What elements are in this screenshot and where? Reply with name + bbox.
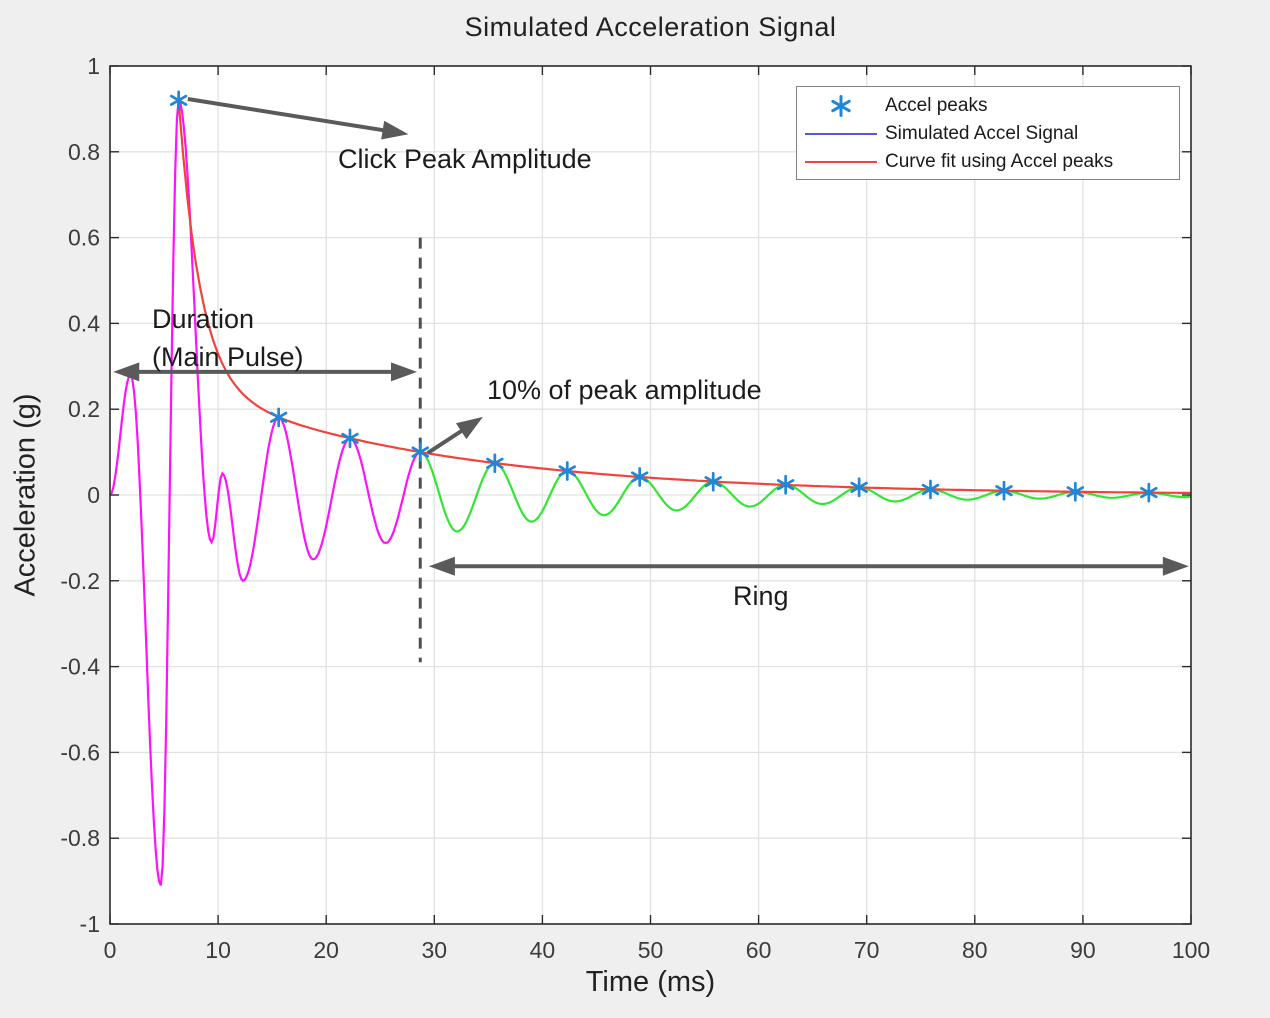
x-tick-label: 30 <box>422 937 448 963</box>
accel-peaks-marker-icon <box>797 93 885 119</box>
duration-arrow-head <box>391 362 418 382</box>
click-peak-arrow <box>187 97 389 134</box>
signal-path-main-pulse <box>109 96 421 886</box>
y-tick-label: 0 <box>87 482 100 508</box>
peak-marker <box>341 432 359 444</box>
x-tick-label: 80 <box>962 937 988 963</box>
legend-label: Accel peaks <box>885 95 988 116</box>
x-tick-label: 10 <box>205 937 231 963</box>
x-tick-label: 50 <box>638 937 664 963</box>
ring-arrow-head <box>428 556 455 576</box>
peak-marker <box>486 457 504 469</box>
legend-label: Simulated Accel Signal <box>885 123 1079 144</box>
axes-box <box>109 65 1192 925</box>
y-tick-label: -0.6 <box>60 739 100 765</box>
y-tick-label: -0.8 <box>60 825 100 851</box>
ten-percent-arrow-head <box>455 416 483 440</box>
y-tick-label: -0.2 <box>60 568 100 594</box>
signal-path-ring <box>419 451 1191 533</box>
legend-label: Curve fit using Accel peaks <box>885 151 1114 172</box>
simulated-signal-line-swatch <box>805 132 877 136</box>
annotation-ten-percent: 10% of peak amplitude <box>487 375 762 405</box>
x-tick-label: 70 <box>854 937 880 963</box>
peak-marker <box>850 481 868 493</box>
peak-marker <box>169 94 188 106</box>
y-tick-label: 0.4 <box>68 310 100 336</box>
x-tick-label: 90 <box>1070 937 1096 963</box>
simulated-signal-swatch-cell <box>797 132 885 136</box>
peak-marker <box>269 411 288 423</box>
x-tick-label: 0 <box>104 937 117 963</box>
annotation-ring: Ring <box>733 581 789 611</box>
annotation-duration-line2: (Main Pulse) <box>152 342 304 372</box>
peak-marker <box>704 476 722 488</box>
annotation-duration: Duration (Main Pulse) <box>152 300 304 376</box>
x-tick-label: 40 <box>530 937 556 963</box>
x-tick-label: 20 <box>313 937 339 963</box>
x-axis-label: Time (ms) <box>585 966 716 998</box>
peak-marker <box>411 446 429 458</box>
click-peak-arrow-head <box>381 120 409 140</box>
duration-arrow-head <box>113 362 140 382</box>
peak-marker <box>1140 486 1158 499</box>
legend: Accel peaks Simulated Accel Signal Curve… <box>796 86 1180 180</box>
peak-marker <box>630 471 649 483</box>
y-tick-label: -1 <box>80 911 100 937</box>
y-tick-label: 0.6 <box>68 225 100 251</box>
y-tick-label: -0.4 <box>60 654 100 680</box>
peak-marker <box>558 465 576 477</box>
y-tick-label: 0.8 <box>68 139 100 165</box>
ring-arrow-head <box>1162 556 1189 576</box>
legend-entry-simulated-signal: Simulated Accel Signal <box>797 120 1179 148</box>
peak-marker <box>995 485 1013 497</box>
annotation-duration-line1: Duration <box>152 304 255 334</box>
y-axis-label: Acceleration (g) <box>9 393 42 597</box>
peak-marker <box>921 483 940 496</box>
annotation-click-peak-amplitude: Click Peak Amplitude <box>338 144 592 174</box>
curve-fit-swatch-cell <box>797 160 885 164</box>
legend-entry-accel-peaks: Accel peaks <box>797 92 1179 120</box>
curve-fit-line-swatch <box>805 160 877 164</box>
chart-title: Simulated Acceleration Signal <box>464 12 837 42</box>
x-tick-label: 100 <box>1172 937 1210 963</box>
ten-percent-arrow <box>426 426 468 455</box>
peak-marker <box>1066 486 1085 498</box>
legend-entry-curve-fit: Curve fit using Accel peaks <box>797 148 1179 176</box>
y-tick-label: 1 <box>87 53 100 79</box>
x-tick-label: 60 <box>746 937 772 963</box>
y-tick-label: 0.2 <box>68 396 100 422</box>
peak-marker <box>776 479 795 491</box>
